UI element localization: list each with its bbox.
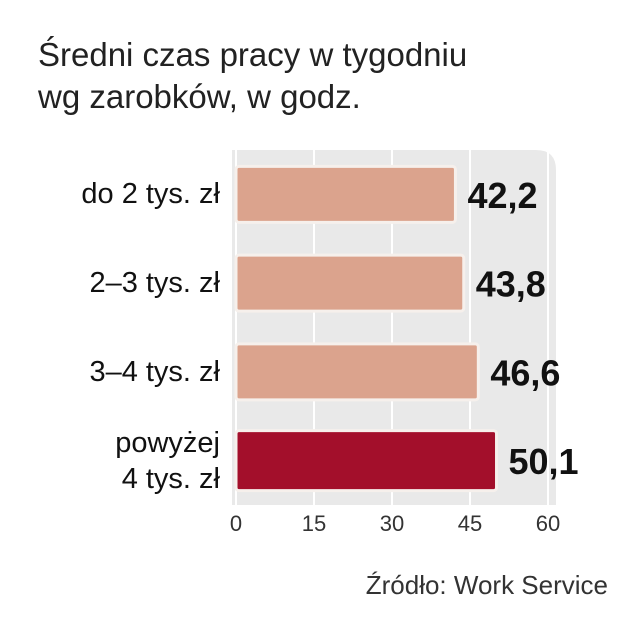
value-label: 42,2 [467,175,537,216]
y-tick-label: do 2 tys. zł [81,178,220,211]
source: Źródło: Work Service [365,570,608,600]
bar [234,429,499,493]
value-label: 50,1 [509,441,579,482]
x-tick-label: 30 [380,511,404,536]
y-tick-label: 3–4 tys. zł [89,355,220,388]
x-tick-label: 15 [302,511,326,536]
bar [234,253,466,313]
bar [234,164,457,224]
y-tick-label: 2–3 tys. zł [89,267,220,300]
value-label: 46,6 [490,352,560,393]
chart-title: Średni czas pracy w tygodniu wg zarobków… [38,36,468,115]
y-tick-label: powyżej 4 tys. zł [115,426,220,495]
x-tick-label: 0 [230,511,242,536]
x-tick-label: 60 [536,511,560,536]
x-tick-label: 45 [458,511,482,536]
bar [234,342,480,402]
value-label: 43,8 [476,264,546,305]
